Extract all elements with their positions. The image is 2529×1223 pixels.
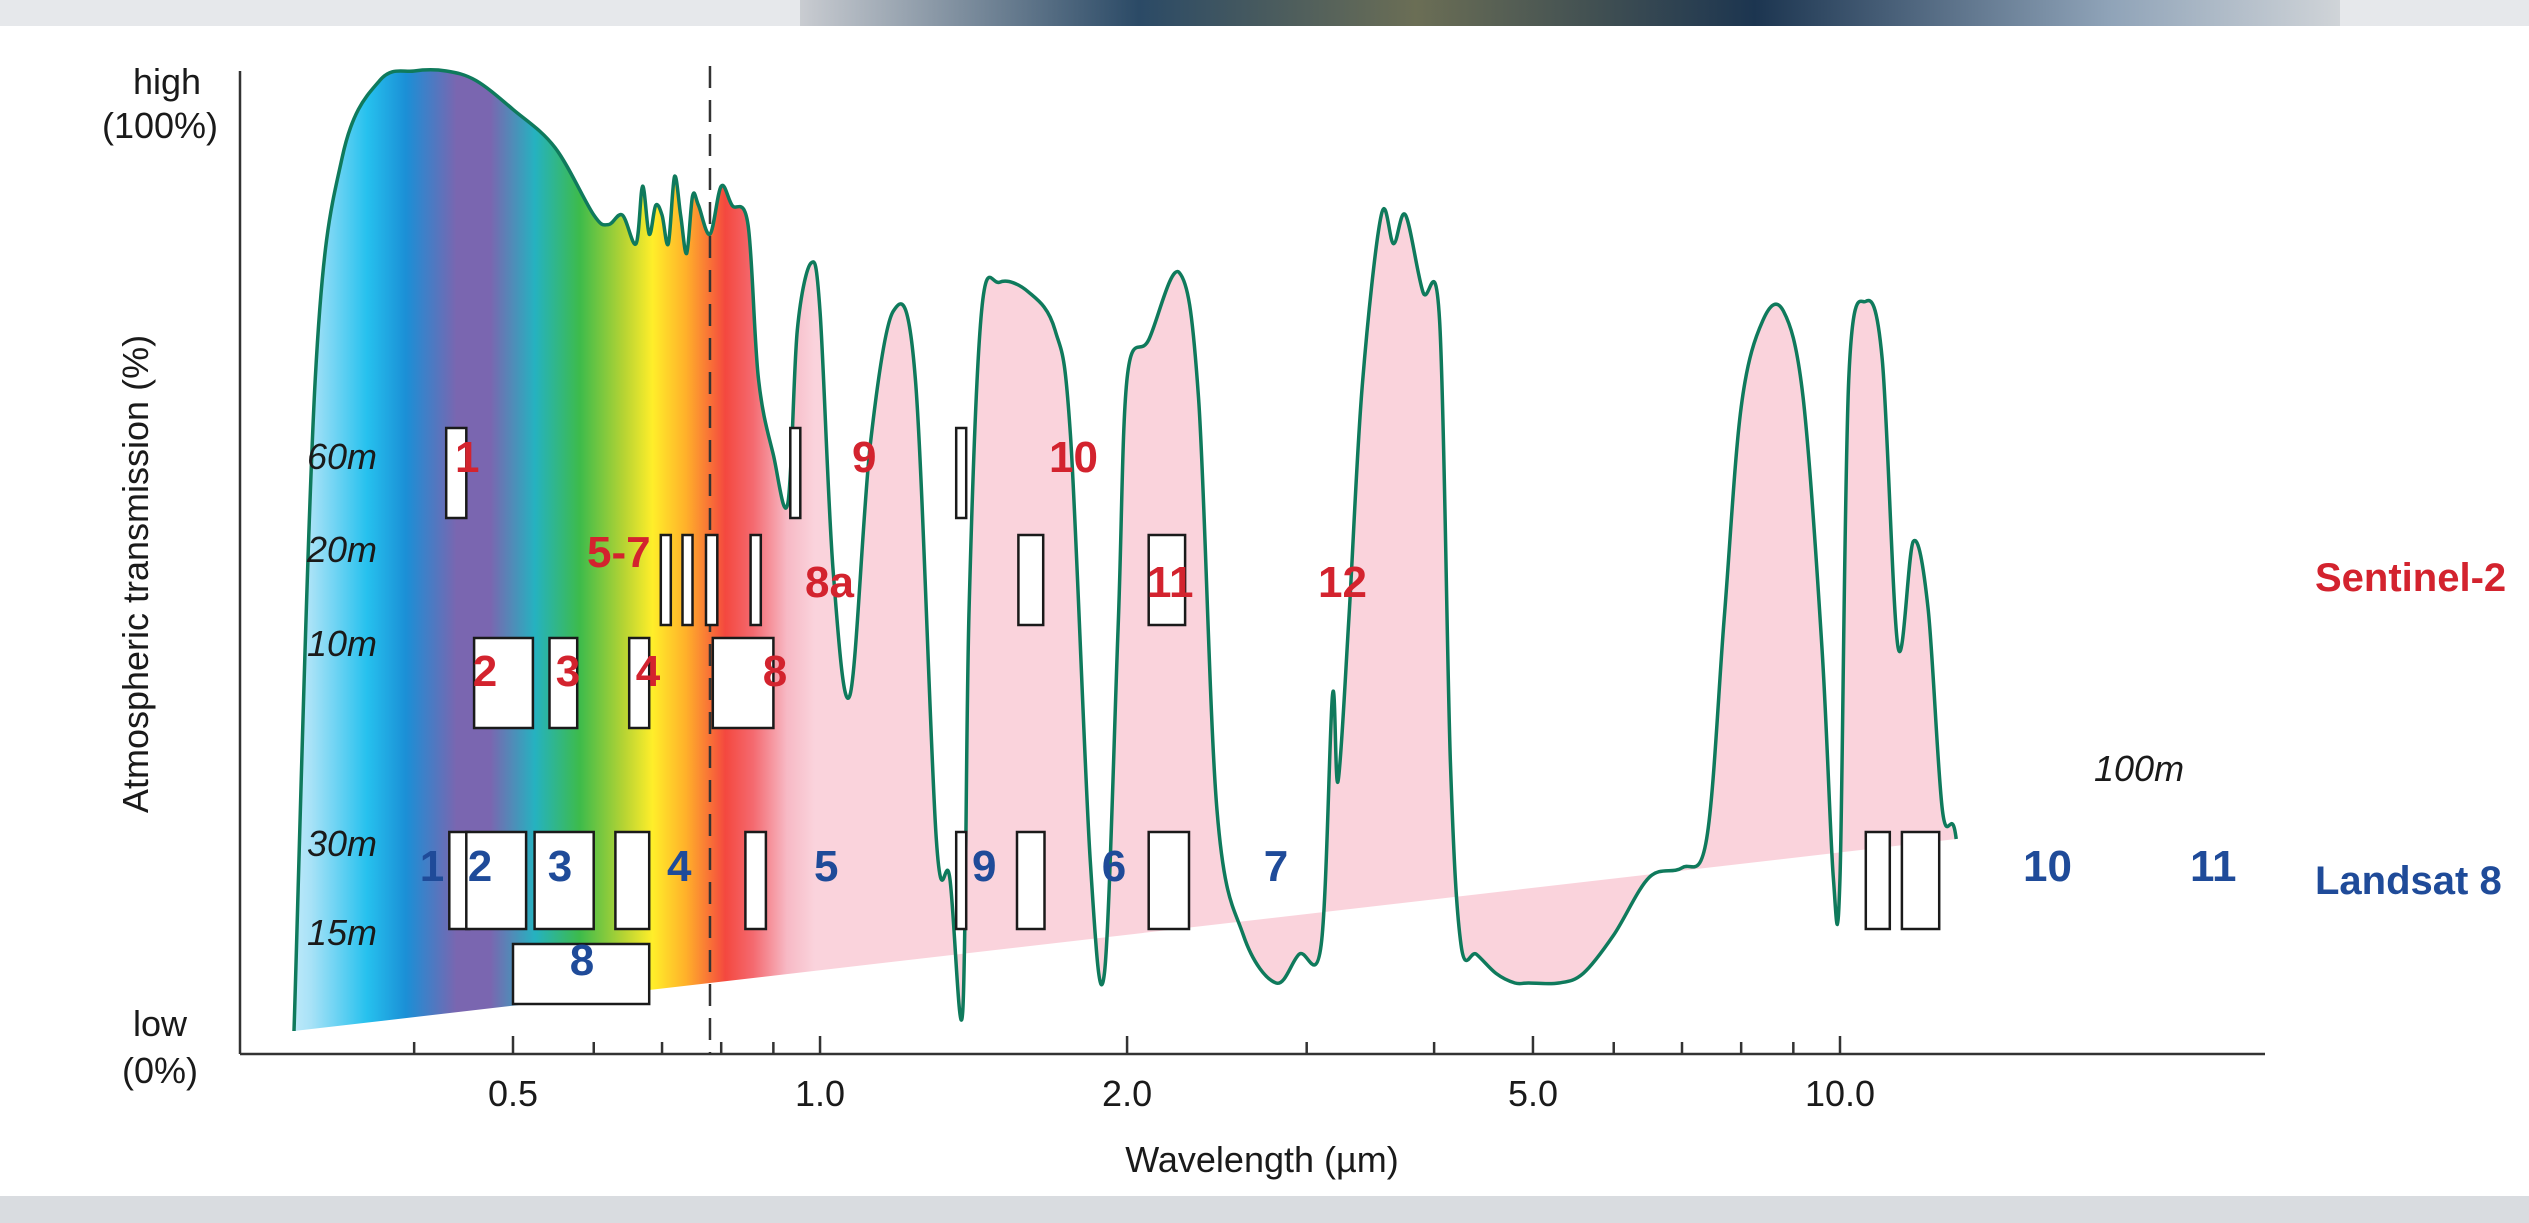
- s2-band-8a-box: [749, 533, 763, 627]
- resolution-labels: 60m 20m 10m 30m 15m 100m: [306, 436, 2184, 953]
- s2-band-6-box: [681, 533, 694, 627]
- s2-band-11-label: 11: [1147, 558, 1194, 607]
- s2-band-2-box: [472, 636, 535, 730]
- s2-band-2-label: 2: [473, 647, 497, 696]
- s2-band-1-box: [444, 426, 468, 520]
- landsat-band-labels: 1 2 3 4 5 9 6 7 8 10 11: [420, 842, 2237, 985]
- s2-band-5-7-label: 5-7: [587, 528, 651, 577]
- l8-band-6-label: 6: [1102, 842, 1126, 891]
- y-label-high: high: [133, 61, 201, 102]
- s2-band-8-label: 8: [763, 647, 787, 696]
- l8-band-7-box: [1147, 830, 1191, 931]
- l8-band-2-box: [465, 830, 528, 931]
- s2-band-12-box: [1147, 533, 1187, 627]
- s2-band-10-label: 10: [1049, 433, 1098, 482]
- s2-band-12-label: 12: [1318, 558, 1367, 607]
- l8-band-5-box: [744, 830, 768, 931]
- s2-band-8a-label: 8a: [805, 558, 854, 607]
- y-label-low: low: [133, 1003, 188, 1044]
- transmission-curve: [292, 68, 1958, 1032]
- l8-band-8-label: 8: [570, 936, 594, 985]
- s2-band-9-box: [789, 426, 802, 520]
- spectral-bands-chart: 0.5 1.0 2.0 5.0 10.0 high (100%) low (0%) At…: [102, 61, 2506, 1180]
- x-axis-tick-labels: 0.5 1.0 2.0 5.0 10.0: [488, 1073, 1875, 1114]
- band-boxes: [444, 426, 1941, 1006]
- x-tick-label: 2.0: [1102, 1073, 1152, 1114]
- l8-band-7-label: 7: [1264, 842, 1288, 891]
- res-label-10m: 10m: [307, 623, 377, 664]
- x-tick-label: 10.0: [1805, 1073, 1875, 1114]
- res-label-20m: 20m: [306, 529, 377, 570]
- s2-band-10-box: [954, 426, 968, 520]
- bottom-bar: [0, 1196, 2529, 1223]
- s2-band-4-box: [627, 636, 651, 730]
- l8-band-1-label: 1: [420, 842, 444, 891]
- s2-band-5-box: [659, 533, 673, 627]
- legend-sentinel-2: Sentinel-2: [2315, 556, 2506, 600]
- l8-band-3-label: 3: [548, 842, 572, 891]
- l8-band-5-label: 5: [814, 842, 838, 891]
- res-label-60m: 60m: [307, 436, 377, 477]
- x-axis-title: Wavelength (µm): [1125, 1139, 1398, 1180]
- figure-card: 0.5 1.0 2.0 5.0 10.0 high (100%) low (0%) At…: [0, 26, 2529, 1196]
- legend-landsat-8: Landsat 8: [2315, 859, 2502, 903]
- s2-band-3-box: [548, 636, 579, 730]
- l8-band-10-label: 10: [2023, 842, 2072, 891]
- s2-band-8-box: [711, 636, 775, 730]
- s2-band-3-label: 3: [556, 647, 580, 696]
- x-axis-ticks: [412, 1036, 1842, 1054]
- y-label-low-pct: (0%): [122, 1050, 198, 1091]
- res-label-100m: 100m: [2094, 748, 2184, 789]
- l8-band-9-box: [954, 830, 968, 931]
- l8-band-9-label: 9: [972, 842, 996, 891]
- x-tick-label: 1.0: [795, 1073, 845, 1114]
- s2-band-11-box: [1017, 533, 1045, 627]
- sentinel-band-labels: 1 9 10 5-7 8a 11 12 2 3 4 8: [455, 433, 1367, 696]
- y-axis-title: Atmospheric transmission (%): [115, 335, 156, 813]
- x-tick-label: 5.0: [1508, 1073, 1558, 1114]
- y-label-high-pct: (100%): [102, 105, 218, 146]
- l8-band-2-label: 2: [468, 842, 492, 891]
- s2-band-9-label: 9: [852, 433, 876, 482]
- l8-band-11-label: 11: [2190, 842, 2237, 891]
- s2-band-4-label: 4: [636, 647, 661, 696]
- x-tick-label: 0.5: [488, 1073, 538, 1114]
- l8-band-11-box: [1900, 830, 1941, 931]
- s2-band-7-box: [704, 533, 719, 627]
- l8-band-10-box: [1864, 830, 1892, 931]
- l8-band-6-box: [1015, 830, 1046, 931]
- res-label-15m: 15m: [307, 912, 377, 953]
- l8-band-4-box: [614, 830, 651, 931]
- res-label-30m: 30m: [307, 823, 377, 864]
- background-photo-strip: [800, 0, 2340, 30]
- l8-band-8-box: [511, 942, 651, 1006]
- l8-band-3-box: [533, 830, 595, 931]
- s2-band-1-label: 1: [455, 433, 479, 482]
- l8-band-4-label: 4: [667, 842, 692, 891]
